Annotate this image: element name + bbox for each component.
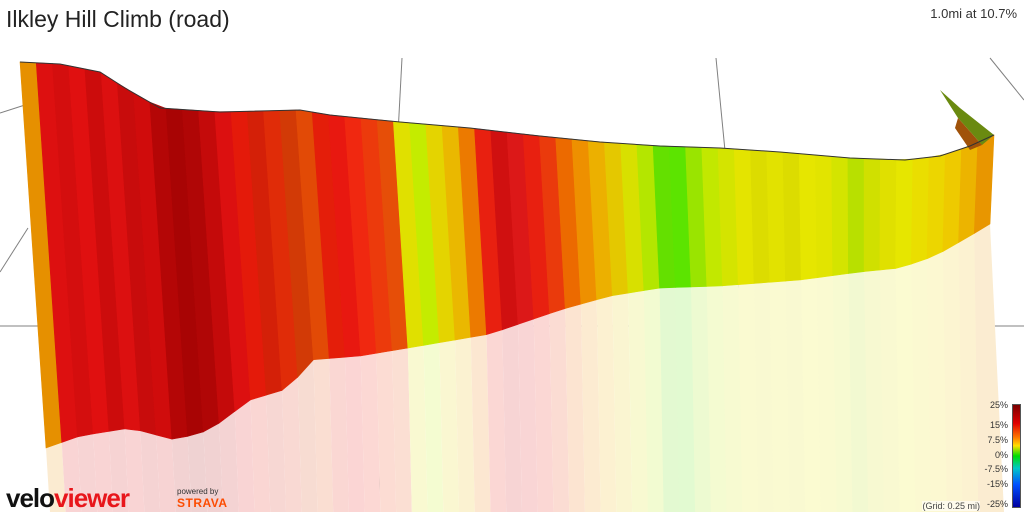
legend-label-neg-25: -25%	[986, 499, 1008, 509]
floor-segment	[549, 308, 570, 512]
gradient-segment	[973, 134, 995, 234]
floor-segment	[502, 324, 522, 512]
gradient-segment	[911, 156, 930, 265]
floor-segment	[376, 350, 397, 512]
floor-segment	[250, 395, 271, 512]
floor-segment	[392, 348, 412, 512]
floor-segment	[282, 377, 302, 512]
floor-segment	[234, 399, 255, 512]
legend-label-25: 25%	[989, 400, 1008, 410]
profile-top-edge	[19, 61, 995, 161]
floor-segment	[93, 431, 113, 512]
legend-label-neg-15: -15%	[986, 479, 1008, 489]
floor-segment	[77, 433, 98, 512]
floor-segment	[156, 434, 176, 512]
floor-segment	[470, 334, 491, 512]
strava-logo[interactable]: STRAVA	[177, 496, 228, 510]
gradient-segment	[895, 158, 914, 269]
floor-segment	[203, 423, 224, 512]
logo-velo-text: velo	[6, 483, 55, 513]
logo-viewer-text: viewer	[54, 483, 130, 513]
profile-end-fold	[940, 90, 994, 145]
floor-segment	[61, 436, 82, 512]
floor-segment	[124, 428, 145, 512]
veloviewer-logo[interactable]: veloviewer	[6, 483, 130, 513]
floor-segment	[187, 431, 208, 512]
floor-segment	[219, 411, 239, 512]
floor-segment	[974, 224, 1004, 512]
floor-segment	[423, 342, 444, 512]
elevation-profile-wall	[19, 61, 995, 449]
gradient-segment	[879, 158, 897, 271]
legend-label-0: 0%	[994, 450, 1008, 460]
floor-segment	[313, 358, 334, 512]
grid-scale-note: (Grid: 0.25 mi)	[922, 501, 980, 511]
floor-segment	[580, 299, 601, 512]
floor-segment	[455, 337, 475, 512]
gradient-segment	[798, 153, 818, 281]
gradient-segment	[926, 153, 946, 260]
floor-segment	[596, 295, 617, 512]
legend-label-7-5: 7.5%	[987, 435, 1008, 445]
floor-segment	[329, 357, 349, 512]
floor-segment	[439, 339, 460, 512]
segment-title: Ilkley Hill Climb (road)	[6, 6, 230, 32]
floor-segment	[46, 442, 66, 512]
floor-segment	[297, 359, 318, 512]
floor-segment	[612, 293, 633, 512]
floor-segment	[518, 319, 538, 512]
grid-line	[0, 227, 29, 273]
floor-segment	[407, 345, 428, 512]
gradient-segment	[782, 151, 802, 282]
profile-floor-shadow	[46, 224, 1004, 512]
floor-segment	[486, 329, 507, 512]
profile-end-fold-shade	[955, 118, 982, 150]
gradient-segment	[863, 158, 881, 272]
gradient-segment	[815, 154, 833, 279]
legend-label-neg-7-5: -7.5%	[984, 464, 1008, 474]
gradient-segment	[831, 156, 849, 276]
floor-segment	[171, 436, 192, 512]
powered-by-label: powered by	[177, 487, 219, 496]
floor-segment	[266, 390, 286, 512]
floor-segment	[533, 313, 554, 512]
segment-summary: 1.0mi at 10.7%	[930, 6, 1017, 21]
grid-line	[989, 57, 1024, 101]
gradient-segment	[847, 157, 865, 274]
gradient-segment	[750, 149, 771, 284]
floor-segment	[140, 430, 161, 512]
legend-label-15: 15%	[989, 420, 1008, 430]
floor-segment	[108, 428, 129, 512]
floor-segment	[344, 355, 365, 512]
gradient-legend-bar	[1012, 404, 1021, 508]
gradient-segment	[766, 150, 786, 283]
floor-segment	[360, 353, 381, 512]
floor-segment	[565, 304, 585, 512]
